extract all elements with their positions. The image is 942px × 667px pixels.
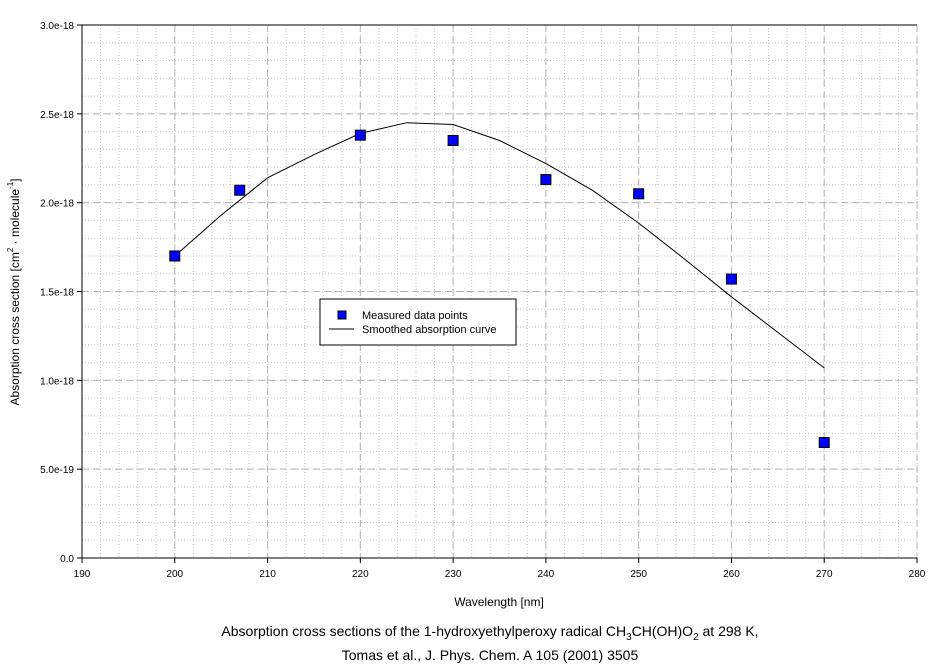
x-tick-label: 200 bbox=[166, 569, 183, 580]
y-tick-label: 5.0e-19 bbox=[40, 465, 74, 476]
tick-labels: 190 200 210 220 230 240 250 260 270 280 0.0 5.0e-19… bbox=[40, 21, 926, 580]
legend-label-measured: Measured data points bbox=[362, 310, 468, 322]
chart-title-line1: Absorption cross sections of the 1-hydro… bbox=[221, 623, 758, 643]
x-tick-label: 220 bbox=[352, 569, 369, 580]
y-tick-label: 2.0e-18 bbox=[40, 199, 74, 210]
data-points-layer bbox=[169, 129, 830, 449]
legend-marker-square bbox=[337, 310, 347, 320]
x-tick-label: 190 bbox=[74, 569, 91, 580]
y-tick-label: 3.0e-18 bbox=[40, 21, 74, 32]
x-tick-label: 240 bbox=[538, 569, 555, 580]
x-tick-label: 260 bbox=[723, 569, 740, 580]
measured-data-point bbox=[540, 174, 552, 186]
axes bbox=[77, 24, 918, 563]
measured-data-point bbox=[633, 188, 645, 200]
measured-data-point bbox=[169, 250, 181, 262]
x-tick-label: 230 bbox=[445, 569, 462, 580]
chart-title-line2: Tomas et al., J. Phys. Chem. A 105 (2001… bbox=[342, 647, 639, 663]
x-tick-label: 210 bbox=[259, 569, 276, 580]
measured-data-point bbox=[725, 273, 737, 285]
legend-label-smoothed: Smoothed absorption curve bbox=[362, 324, 497, 336]
measured-data-point bbox=[818, 437, 830, 449]
y-tick-label: 1.0e-18 bbox=[40, 376, 74, 387]
measured-data-point bbox=[354, 129, 366, 141]
x-tick-label: 250 bbox=[630, 569, 647, 580]
legend: Measured data points Smoothed absorption… bbox=[319, 298, 517, 346]
y-axis-label: Absorption cross section [cm2 · molecule… bbox=[6, 178, 22, 405]
smoothed-absorption-curve bbox=[174, 122, 825, 369]
measured-data-point bbox=[447, 134, 459, 146]
smoothed-curve-layer bbox=[174, 122, 825, 369]
legend-box bbox=[319, 298, 517, 346]
x-tick-label: 270 bbox=[816, 569, 833, 580]
y-tick-label: 1.5e-18 bbox=[40, 288, 74, 299]
grid bbox=[81, 24, 918, 559]
measured-data-point bbox=[234, 184, 246, 196]
y-tick-label: 0.0 bbox=[60, 554, 74, 565]
y-tick-label: 2.5e-18 bbox=[40, 110, 74, 121]
x-tick-label: 280 bbox=[909, 569, 926, 580]
x-axis-label: Wavelength [nm] bbox=[454, 595, 544, 609]
